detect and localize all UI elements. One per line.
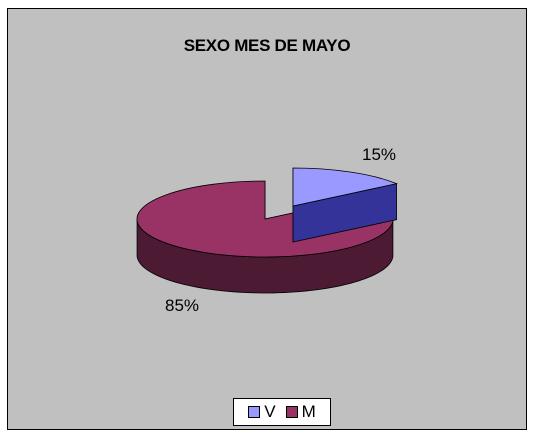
legend-item-v: V — [248, 402, 276, 422]
legend-swatch-v — [248, 406, 261, 418]
pie-slices — [136, 167, 398, 294]
data-label-v: 15% — [362, 145, 396, 164]
pie-chart: 15% 85% — [136, 145, 398, 315]
chart-title: SEXO MES DE MAYO — [183, 36, 351, 55]
chart-area: SEXO MES DE MAYO 15% 85% V M — [7, 8, 527, 430]
chart-legend: V M — [233, 398, 331, 426]
legend-label-v: V — [264, 402, 276, 421]
slice-v-top — [292, 167, 398, 207]
legend-swatch-m — [285, 406, 298, 418]
data-label-m: 85% — [165, 296, 199, 315]
legend-item-m: M — [285, 402, 316, 422]
legend-label-m: M — [301, 402, 316, 421]
slice-m-top — [136, 180, 394, 258]
